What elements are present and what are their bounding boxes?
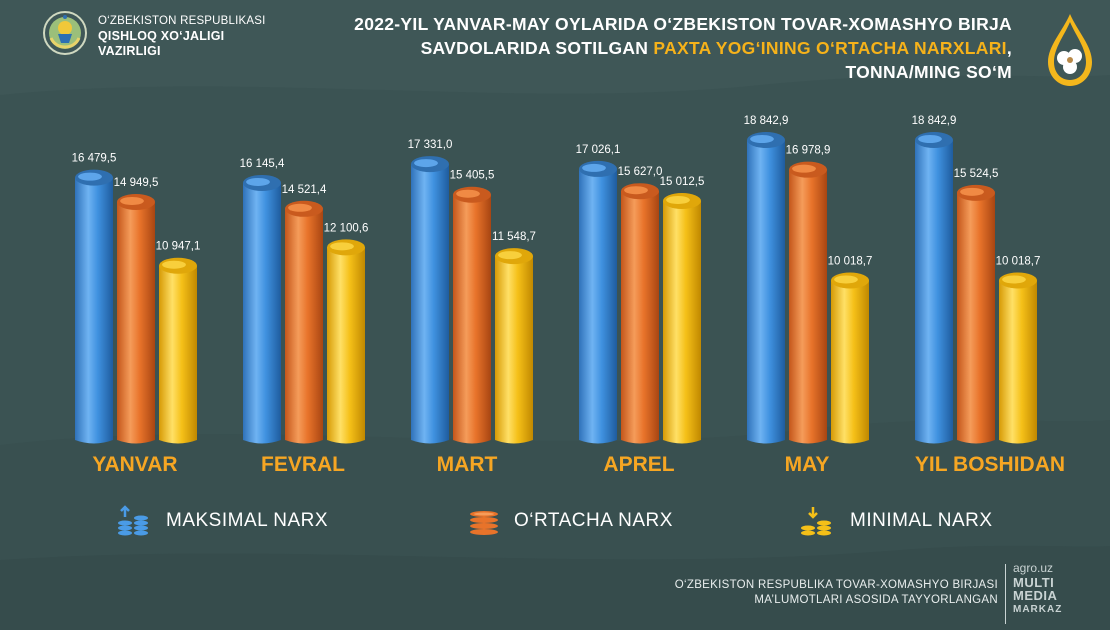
- bar-cap-highlight-max-0: [78, 172, 102, 181]
- coins-down-icon: [801, 507, 831, 536]
- value-label-max-0: 16 479,5: [72, 153, 117, 165]
- value-label-avg-2: 15 405,5: [450, 170, 495, 182]
- chart-title: 2022-YIL YANVAR-MAY OYLARIDA O‘ZBEKISTON…: [352, 12, 1012, 84]
- value-label-min-0: 10 947,1: [156, 241, 201, 253]
- bar-cap-highlight-min-1: [330, 242, 354, 251]
- ministry-line-2: QISHLOQ XO‘JALIGI: [98, 29, 225, 43]
- value-label-avg-0: 14 949,5: [114, 177, 159, 189]
- bar-avg-4: [789, 169, 827, 444]
- legend-item-avg: O‘RTACHA NARX: [468, 505, 673, 537]
- category-label-4: MAY: [785, 453, 830, 476]
- value-label-max-4: 18 842,9: [744, 115, 789, 127]
- title-part-2: , TONNA/MING SO‘M: [845, 38, 1012, 82]
- category-label-1: FEVRAL: [261, 453, 345, 476]
- source-line-1: O‘ZBEKISTON RESPUBLIKA TOVAR-XOMASHYO BI…: [674, 579, 998, 591]
- bar-cap-highlight-min-0: [162, 260, 186, 269]
- brand-line-3: MEDIA: [1013, 588, 1058, 603]
- bar-cap-highlight-max-1: [246, 177, 270, 186]
- bar-cap-highlight-avg-4: [792, 164, 816, 173]
- bar-cap-highlight-avg-2: [456, 189, 480, 198]
- bar-cap-highlight-avg-3: [624, 186, 648, 195]
- state-emblem-icon: [43, 11, 87, 55]
- category-label-0: YANVAR: [92, 453, 177, 476]
- bar-min-1: [327, 247, 365, 444]
- category-label-2: MART: [437, 453, 498, 476]
- value-label-min-5: 10 018,7: [996, 255, 1041, 267]
- ministry-name: O‘ZBEKISTON RESPUBLIKASI QISHLOQ XO‘JALI…: [98, 14, 266, 59]
- source-note: O‘ZBEKISTON RESPUBLIKA TOVAR-XOMASHYO BI…: [675, 578, 998, 608]
- bar-min-3: [663, 200, 701, 444]
- value-labels-layer: 16 479,5 14 949,5 10 947,1 16 145,4 14 521,4…: [72, 115, 1041, 267]
- bar-avg-3: [621, 191, 659, 444]
- title-highlight: PAXTA YOG‘INING O‘RTACHA NARXLARI: [653, 38, 1007, 58]
- bar-cap-highlight-max-3: [582, 163, 606, 172]
- value-label-min-1: 12 100,6: [324, 222, 369, 234]
- bar-max-4: [747, 140, 785, 444]
- legend-avg-label: O‘RTACHA NARX: [514, 510, 673, 531]
- value-label-avg-1: 14 521,4: [282, 184, 327, 196]
- source-line-2: MA’LUMOTLARI ASOSIDA TAYYORLANGAN: [754, 594, 998, 606]
- bar-cap-highlight-avg-5: [960, 187, 984, 196]
- value-label-max-3: 17 026,1: [576, 144, 621, 156]
- bar-cap-highlight-max-5: [918, 135, 942, 143]
- category-labels-layer: YANVAR FEVRAL MART APREL MAY YIL BOSHIDAN: [92, 453, 1065, 476]
- bar-cap-highlight-avg-0: [120, 196, 144, 205]
- bar-cap-highlight-min-4: [834, 275, 858, 284]
- title-part-1: 2022-YIL YANVAR-MAY OYLARIDA O‘ZBEKISTON…: [354, 14, 1012, 58]
- value-label-avg-5: 15 524,5: [954, 168, 999, 180]
- bar-max-5: [915, 140, 953, 444]
- bar-max-3: [579, 168, 617, 444]
- value-label-max-2: 17 331,0: [408, 139, 453, 151]
- footer-divider: [1005, 564, 1006, 624]
- value-label-max-1: 16 145,4: [240, 158, 285, 170]
- bar-cap-highlight-max-4: [750, 135, 774, 143]
- bar-avg-1: [285, 208, 323, 444]
- bar-min-4: [831, 280, 869, 444]
- brand-logo: agro.uz MULTI MEDIA MARKAZ: [1013, 561, 1063, 616]
- bar-cap-highlight-max-2: [414, 159, 438, 168]
- value-label-avg-4: 16 978,9: [786, 145, 831, 157]
- bar-cap-highlight-min-5: [1002, 275, 1026, 284]
- bar-cap-highlight-avg-1: [288, 203, 312, 212]
- value-label-max-5: 18 842,9: [912, 115, 957, 127]
- bar-min-2: [495, 256, 533, 444]
- bar-avg-5: [957, 192, 995, 444]
- coins-up-icon: [118, 505, 148, 536]
- cotton-oil-drop-icon: [1048, 14, 1092, 86]
- legend-item-min: MINIMAL NARX: [798, 505, 993, 537]
- bar-avg-0: [117, 201, 155, 444]
- value-label-min-4: 10 018,7: [828, 255, 873, 267]
- category-label-3: APREL: [603, 453, 674, 476]
- bar-avg-2: [453, 194, 491, 444]
- legend-min-label: MINIMAL NARX: [850, 510, 993, 531]
- bar-min-5: [999, 280, 1037, 444]
- bar-cap-highlight-min-2: [498, 251, 522, 260]
- bar-max-1: [243, 182, 281, 444]
- bar-cap-highlight-min-3: [666, 195, 690, 204]
- category-label-5: YIL BOSHIDAN: [915, 453, 1065, 476]
- value-label-avg-3: 15 627,0: [618, 166, 663, 178]
- bar-min-0: [159, 265, 197, 444]
- bar-max-0: [75, 177, 113, 444]
- coins-stack-icon: [470, 511, 498, 535]
- brand-line-4: MARKAZ: [1013, 603, 1063, 615]
- bar-max-2: [411, 164, 449, 444]
- legend-max-label: MAKSIMAL NARX: [166, 510, 329, 531]
- legend-item-max: MAKSIMAL NARX: [114, 505, 328, 537]
- ministry-line-3: VAZIRLIGI: [98, 44, 161, 58]
- value-label-min-2: 11 548,7: [492, 231, 536, 243]
- value-label-min-3: 15 012,5: [660, 176, 705, 188]
- brand-line-1: agro.uz: [1013, 561, 1054, 575]
- ministry-line-1: O‘ZBEKISTON RESPUBLIKASI: [98, 15, 266, 27]
- brand-line-2: MULTI: [1013, 574, 1055, 590]
- bars-layer: [75, 132, 1037, 444]
